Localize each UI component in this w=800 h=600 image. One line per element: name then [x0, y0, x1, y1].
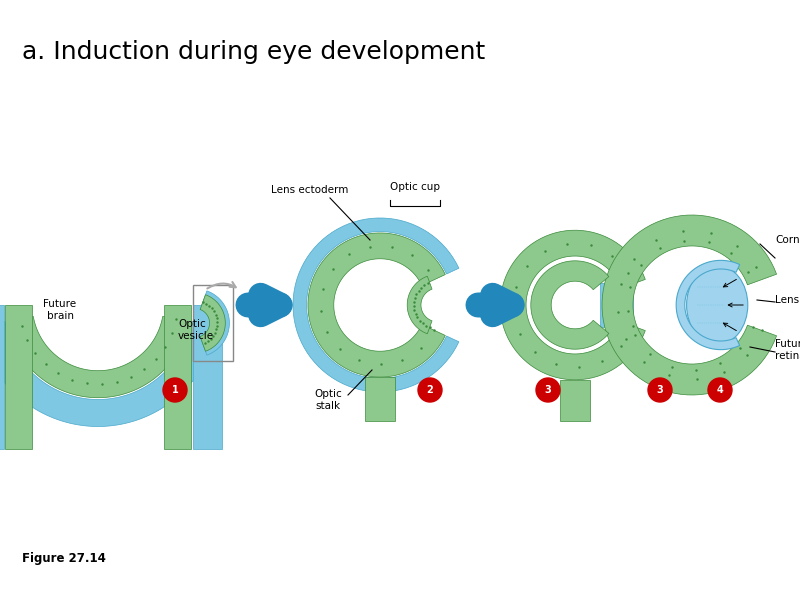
Polygon shape: [560, 380, 590, 421]
Polygon shape: [164, 305, 190, 449]
Polygon shape: [676, 260, 740, 350]
Text: Cornea: Cornea: [775, 235, 800, 245]
Text: 4: 4: [717, 385, 723, 395]
Circle shape: [418, 378, 442, 402]
Text: Optic
vesicle: Optic vesicle: [178, 319, 214, 341]
Polygon shape: [531, 261, 609, 349]
Polygon shape: [308, 233, 446, 377]
Text: Future
brain: Future brain: [43, 299, 77, 321]
Polygon shape: [500, 230, 646, 380]
Text: 1: 1: [172, 385, 178, 395]
Polygon shape: [202, 291, 230, 355]
Circle shape: [163, 378, 187, 402]
Polygon shape: [0, 305, 3, 449]
Ellipse shape: [686, 265, 748, 344]
Bar: [194, 286, 233, 361]
Text: 3: 3: [657, 385, 663, 395]
Text: Lens: Lens: [775, 295, 799, 305]
Text: 3: 3: [545, 385, 551, 395]
Polygon shape: [6, 305, 32, 449]
Text: Lens ectoderm: Lens ectoderm: [271, 185, 349, 195]
Polygon shape: [407, 276, 432, 334]
Polygon shape: [0, 322, 218, 427]
Text: Optic cup: Optic cup: [390, 182, 440, 192]
Polygon shape: [602, 215, 777, 395]
Polygon shape: [193, 305, 222, 449]
Polygon shape: [600, 283, 633, 326]
Polygon shape: [293, 218, 459, 392]
Polygon shape: [6, 316, 190, 398]
Text: Figure 27.14: Figure 27.14: [22, 552, 106, 565]
Circle shape: [708, 378, 732, 402]
Text: a. Induction during eye development: a. Induction during eye development: [22, 40, 486, 64]
Text: Future
retina: Future retina: [775, 339, 800, 361]
Polygon shape: [200, 295, 226, 351]
Text: 2: 2: [426, 385, 434, 395]
Text: Optic
stalk: Optic stalk: [314, 389, 342, 411]
Polygon shape: [365, 377, 395, 421]
Circle shape: [536, 378, 560, 402]
Circle shape: [648, 378, 672, 402]
